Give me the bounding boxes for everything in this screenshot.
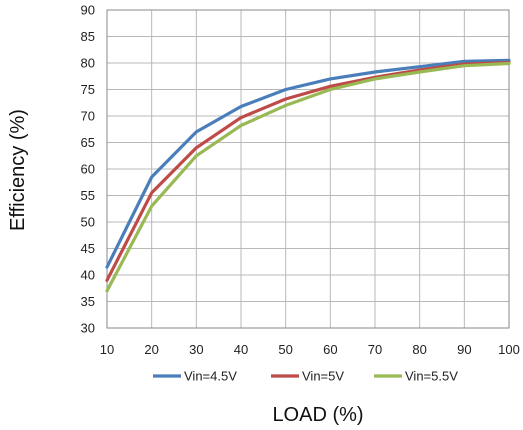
y-tick-label: 75	[81, 82, 95, 97]
x-tick-label: 10	[100, 342, 114, 357]
y-tick-label: 55	[81, 188, 95, 203]
y-axis-title: Efficiency (%)	[7, 109, 29, 231]
y-tick-label: 30	[81, 321, 95, 336]
x-tick-label: 100	[498, 342, 520, 357]
x-tick-label: 50	[278, 342, 292, 357]
series-line-1	[105, 58, 511, 269]
y-tick-label: 35	[81, 294, 95, 309]
x-tick-label: 90	[457, 342, 471, 357]
plot-border	[106, 9, 510, 329]
legend-label-3: Vin=5.5V	[405, 369, 458, 384]
y-tick-label: 50	[81, 215, 95, 230]
y-tick-label: 40	[81, 268, 95, 283]
x-tick-label: 40	[234, 342, 248, 357]
x-axis-title: LOAD (%)	[272, 404, 363, 426]
legend-label-2: Vin=5V	[302, 369, 344, 384]
y-tick-label: 80	[81, 56, 95, 71]
x-tick-label: 20	[144, 342, 158, 357]
y-tick-label: 65	[81, 135, 95, 150]
x-tick-labels: 10 20 30 40 50 60 70 80 90 100	[100, 342, 520, 357]
legend-label-1: Vin=4.5V	[184, 369, 237, 384]
y-tick-label: 90	[81, 3, 95, 18]
x-tick-label: 30	[189, 342, 203, 357]
x-tick-label: 60	[323, 342, 337, 357]
y-tick-label: 85	[81, 29, 95, 44]
x-tick-label: 80	[412, 342, 426, 357]
y-tick-label: 45	[81, 241, 95, 256]
y-tick-labels: 30 35 40 45 50 55 60 65 70 75 80 85 90	[81, 3, 95, 336]
x-tick-label: 70	[368, 342, 382, 357]
grid	[106, 9, 510, 329]
legend: Vin=4.5V Vin=5V Vin=5.5V	[153, 369, 458, 384]
y-tick-label: 60	[81, 162, 95, 177]
series-line-2	[105, 60, 511, 282]
y-tick-label: 70	[81, 109, 95, 124]
series-line-3	[105, 61, 511, 293]
series-lines	[105, 58, 511, 293]
